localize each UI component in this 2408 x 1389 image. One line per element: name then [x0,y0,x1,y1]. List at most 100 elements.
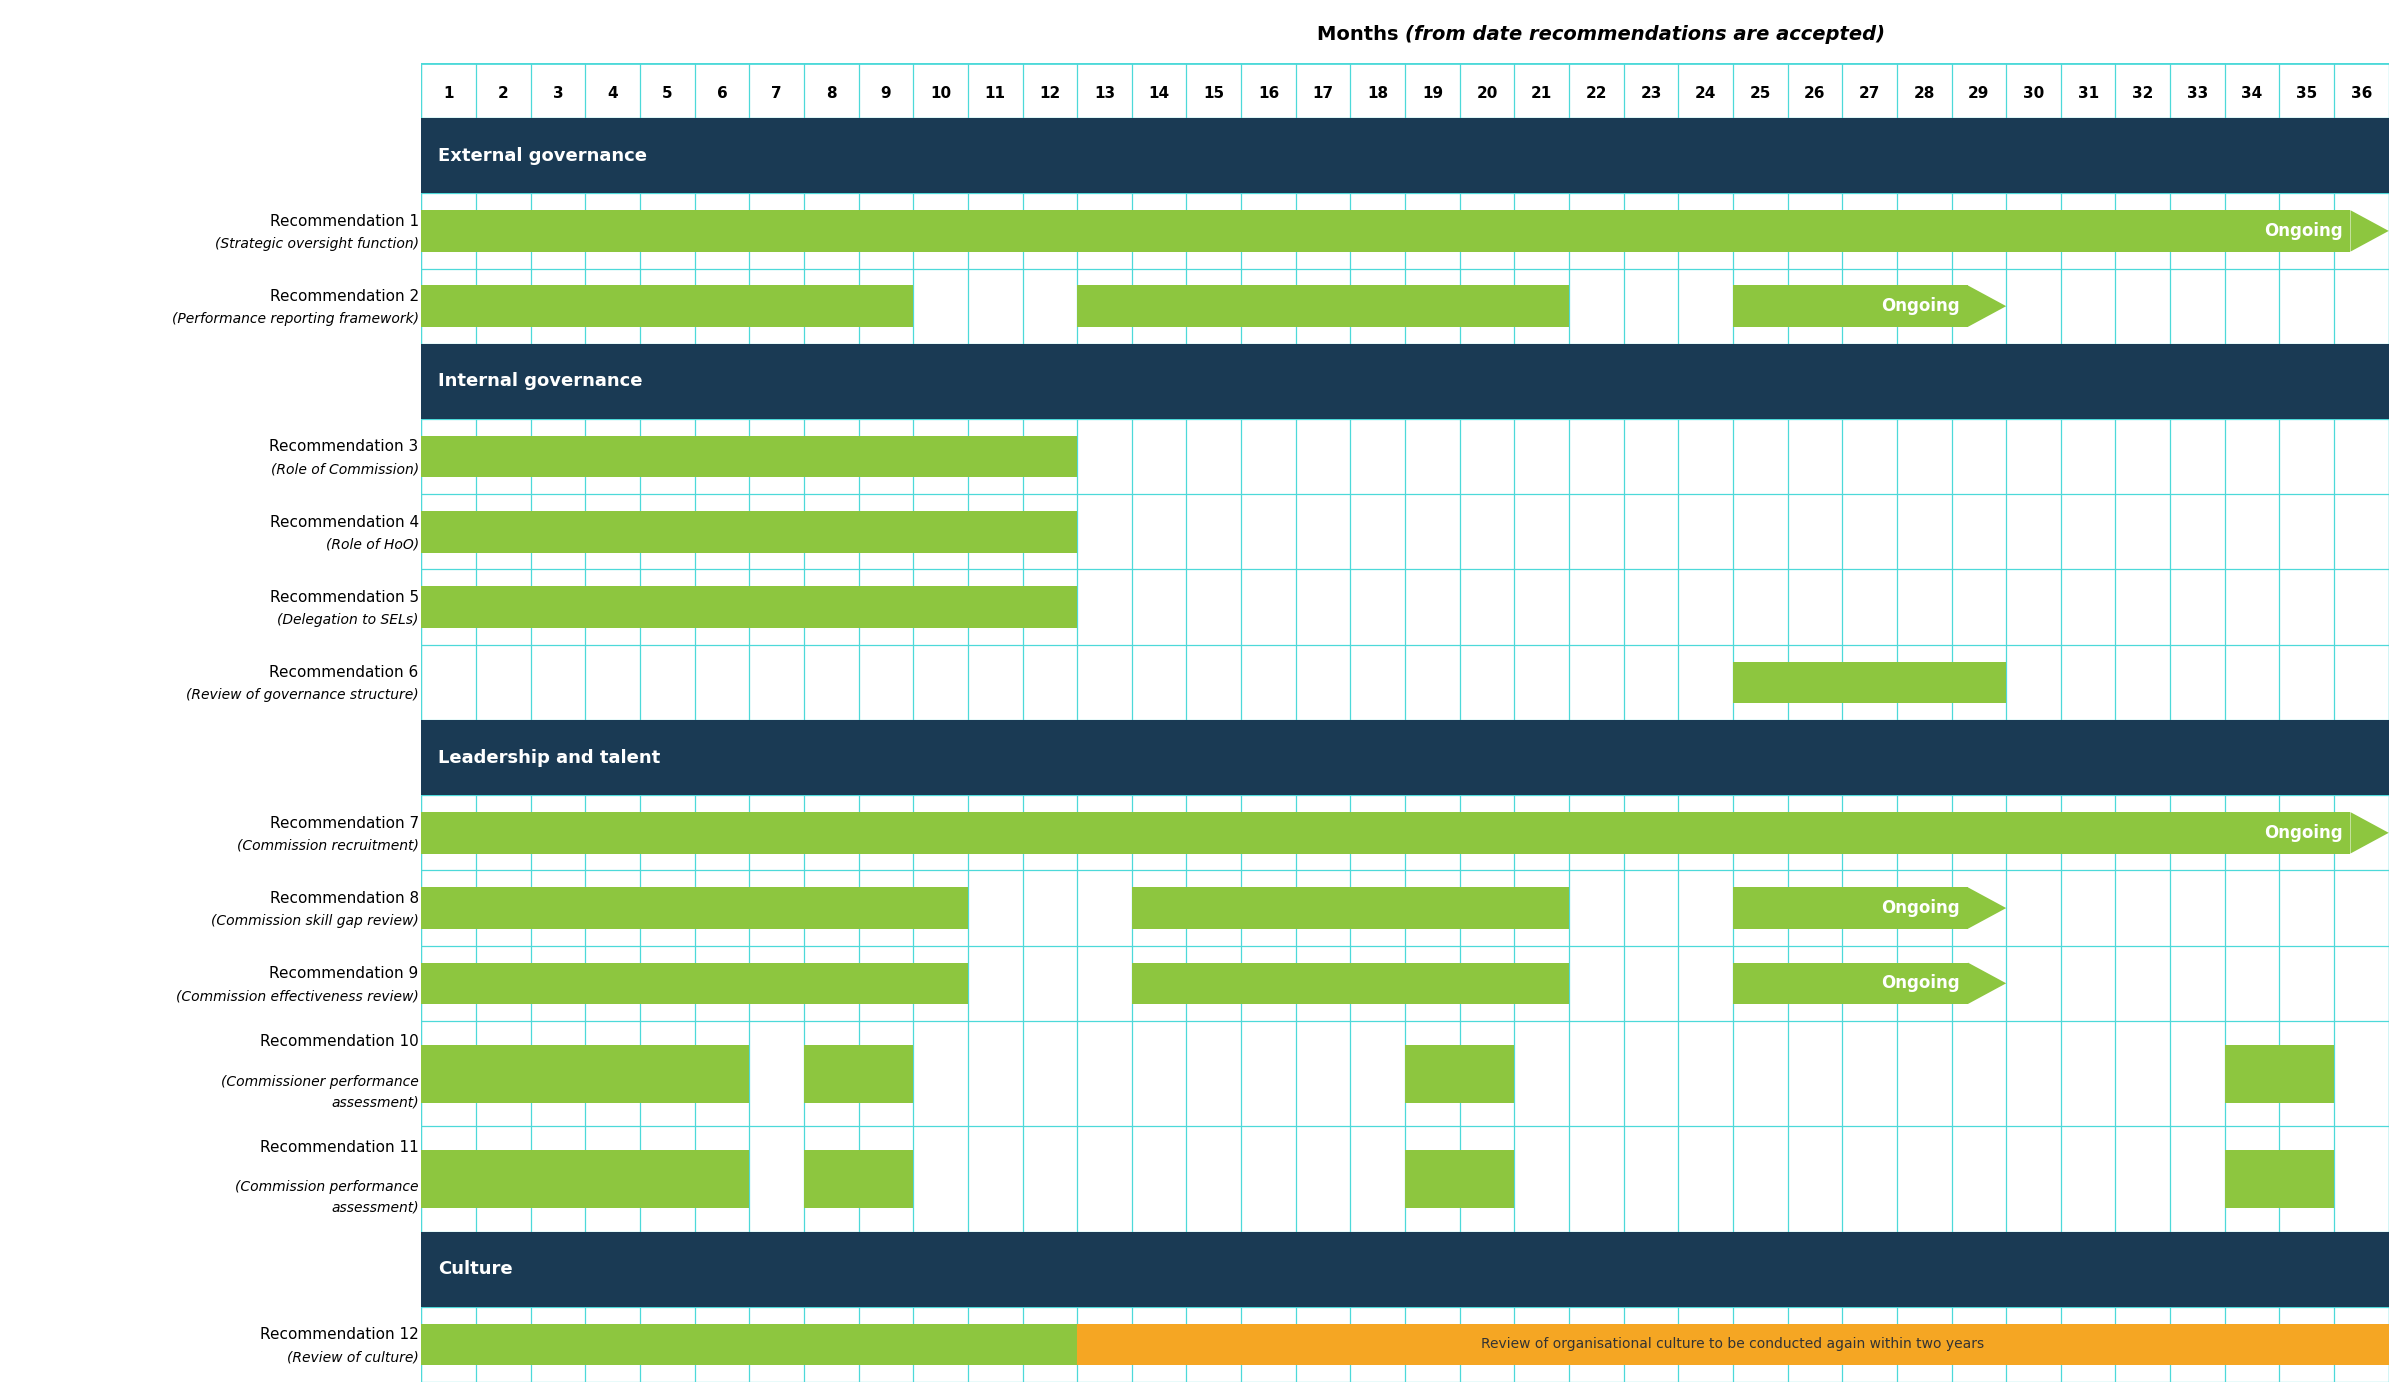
Text: 34: 34 [2242,86,2264,100]
Text: (Review of governance structure): (Review of governance structure) [185,688,419,701]
Text: 16: 16 [1257,86,1279,100]
Text: (Delegation to SELs): (Delegation to SELs) [277,613,419,626]
Bar [804,1150,913,1208]
Text: 27: 27 [1859,86,1881,100]
Text: Recommendation 7: Recommendation 7 [270,815,419,831]
Text: Recommendation 1: Recommendation 1 [270,214,419,229]
Text: 36: 36 [2350,86,2372,100]
Text: 5: 5 [662,86,672,100]
Bar [421,813,2350,853]
Bar [2225,1150,2333,1208]
Text: 35: 35 [2297,86,2316,100]
Text: (Performance reporting framework): (Performance reporting framework) [171,313,419,326]
Text: (Commission recruitment): (Commission recruitment) [236,839,419,853]
Text: 9: 9 [881,86,891,100]
Bar [804,1045,913,1103]
Text: 13: 13 [1093,86,1115,100]
Bar [1076,286,1570,326]
Polygon shape [2350,210,2389,251]
Bar [1404,1150,1515,1208]
Bar [421,963,968,1004]
Text: 3: 3 [554,86,563,100]
Polygon shape [1967,963,2006,1004]
Text: 23: 23 [1640,86,1662,100]
Bar [421,436,1076,478]
Text: (Commission skill gap review): (Commission skill gap review) [212,914,419,928]
Bar [1132,963,1570,1004]
Text: 28: 28 [1914,86,1936,100]
Text: Internal governance: Internal governance [438,372,643,390]
Bar [1734,888,1967,929]
Text: 4: 4 [607,86,619,100]
Text: Review of organisational culture to be conducted again within two years: Review of organisational culture to be c… [1481,1338,1984,1351]
Text: Recommendation 9: Recommendation 9 [270,965,419,981]
Bar [1734,286,1967,326]
Text: 14: 14 [1149,86,1170,100]
Bar [1076,1324,2389,1365]
Text: 6: 6 [718,86,727,100]
Bar [421,1232,2389,1307]
Text: 11: 11 [985,86,1007,100]
Text: 24: 24 [1695,86,1717,100]
Text: 7: 7 [771,86,783,100]
Text: assessment): assessment) [330,1200,419,1214]
Text: Ongoing: Ongoing [1881,297,1960,315]
Text: Leadership and talent: Leadership and talent [438,749,660,767]
Polygon shape [1967,888,2006,929]
Text: (from date recommendations are accepted): (from date recommendations are accepted) [1404,25,1885,44]
Text: Recommendation 4: Recommendation 4 [270,514,419,529]
Text: 2: 2 [498,86,508,100]
Bar [421,1324,1076,1365]
Text: Recommendation 10: Recommendation 10 [260,1035,419,1050]
Text: Ongoing: Ongoing [1881,899,1960,917]
Text: Recommendation 12: Recommendation 12 [260,1326,419,1342]
Text: Ongoing: Ongoing [1881,974,1960,992]
Bar [421,118,2389,193]
Text: 1: 1 [443,86,455,100]
Bar [1734,963,1967,1004]
Bar [421,1150,749,1208]
Text: 15: 15 [1204,86,1223,100]
Text: External governance: External governance [438,147,648,165]
Text: 25: 25 [1751,86,1770,100]
Text: Recommendation 5: Recommendation 5 [270,590,419,604]
Text: 18: 18 [1368,86,1389,100]
Text: Culture: Culture [438,1260,513,1278]
Bar [421,286,913,326]
Text: 19: 19 [1421,86,1442,100]
Polygon shape [1967,286,2006,326]
Text: (Commissioner performance: (Commissioner performance [222,1075,419,1089]
Text: assessment): assessment) [330,1095,419,1108]
Text: 8: 8 [826,86,836,100]
Bar [1132,888,1570,929]
Text: 17: 17 [1312,86,1334,100]
Text: Recommendation 11: Recommendation 11 [260,1140,419,1154]
Text: (Role of Commission): (Role of Commission) [270,463,419,476]
Text: 22: 22 [1584,86,1606,100]
Text: (Role of HoO): (Role of HoO) [325,538,419,551]
Text: Months: Months [1317,25,1404,44]
Text: Ongoing: Ongoing [2264,222,2343,240]
Text: 30: 30 [2023,86,2044,100]
Polygon shape [2350,813,2389,853]
Text: Recommendation 6: Recommendation 6 [270,665,419,681]
Text: (Strategic oversight function): (Strategic oversight function) [214,236,419,250]
Text: 33: 33 [2186,86,2208,100]
Text: (Commission effectiveness review): (Commission effectiveness review) [176,989,419,1003]
Bar [421,343,2389,419]
Text: 32: 32 [2131,86,2153,100]
Bar [421,511,1076,553]
Bar [421,1045,749,1103]
Bar [421,210,2350,251]
Bar [1404,1045,1515,1103]
Text: (Commission performance: (Commission performance [236,1181,419,1195]
Text: 21: 21 [1531,86,1553,100]
Text: Recommendation 8: Recommendation 8 [270,890,419,906]
Bar [1734,661,2006,703]
Text: 10: 10 [929,86,951,100]
Bar [421,586,1076,628]
Text: 31: 31 [2078,86,2100,100]
Text: 12: 12 [1040,86,1060,100]
Text: 20: 20 [1476,86,1498,100]
Text: 29: 29 [1967,86,1989,100]
